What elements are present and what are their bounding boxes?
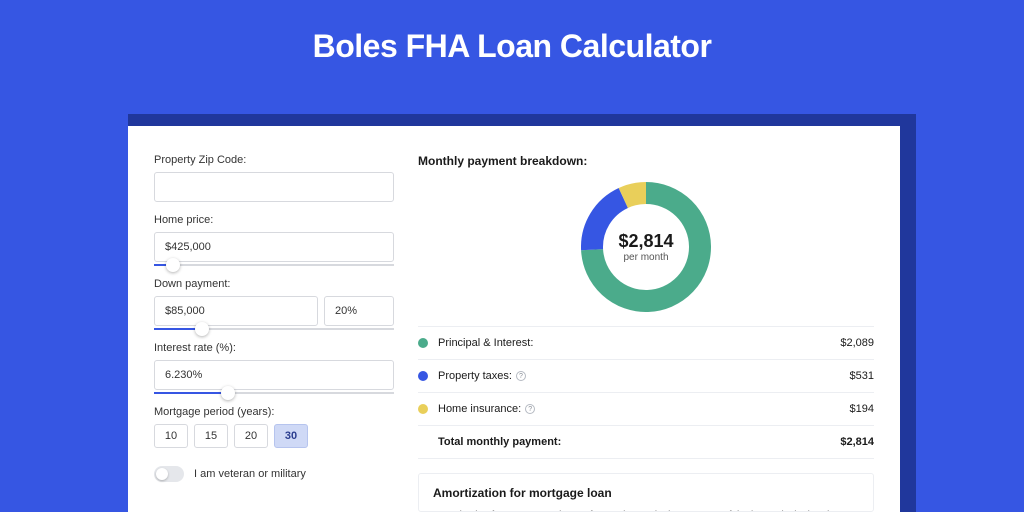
calculator-panel: Property Zip Code: Home price: Down paym… xyxy=(128,126,900,512)
zip-field: Property Zip Code: xyxy=(154,154,394,202)
veteran-toggle-label: I am veteran or military xyxy=(194,468,306,480)
donut-amount: $2,814 xyxy=(618,231,673,252)
breakdown-column: Monthly payment breakdown: $2,814 per mo… xyxy=(418,154,874,512)
page-title: Boles FHA Loan Calculator xyxy=(0,0,1024,83)
amortization-card: Amortization for mortgage loan Amortizat… xyxy=(418,473,874,512)
down-payment-slider-thumb[interactable] xyxy=(195,322,209,336)
down-payment-amount-input[interactable] xyxy=(154,296,318,326)
interest-rate-label: Interest rate (%): xyxy=(154,342,394,354)
legend-row: Principal & Interest:$2,089 xyxy=(418,327,874,360)
amortization-title: Amortization for mortgage loan xyxy=(433,486,859,500)
legend-row: Property taxes:?$531 xyxy=(418,360,874,393)
zip-input[interactable] xyxy=(154,172,394,202)
donut-chart-wrap: $2,814 per month xyxy=(418,178,874,326)
home-price-input[interactable] xyxy=(154,232,394,262)
down-payment-label: Down payment: xyxy=(154,278,394,290)
interest-rate-input[interactable] xyxy=(154,360,394,390)
mortgage-period-option-15[interactable]: 15 xyxy=(194,424,228,448)
home-price-label: Home price: xyxy=(154,214,394,226)
interest-rate-slider[interactable] xyxy=(154,392,394,394)
breakdown-legend: Principal & Interest:$2,089Property taxe… xyxy=(418,326,874,459)
down-payment-slider[interactable] xyxy=(154,328,394,330)
veteran-toggle-row: I am veteran or military xyxy=(154,466,394,482)
mortgage-period-option-20[interactable]: 20 xyxy=(234,424,268,448)
legend-value: $2,089 xyxy=(840,337,874,349)
donut-center: $2,814 per month xyxy=(581,182,711,312)
donut-subtext: per month xyxy=(623,252,668,263)
legend-total-value: $2,814 xyxy=(840,436,874,448)
legend-total-row: Total monthly payment:$2,814 xyxy=(418,426,874,459)
legend-label: Property taxes:? xyxy=(438,370,850,382)
home-price-slider-thumb[interactable] xyxy=(166,258,180,272)
legend-label: Principal & Interest: xyxy=(438,337,840,349)
breakdown-title: Monthly payment breakdown: xyxy=(418,154,874,168)
legend-row: Home insurance:?$194 xyxy=(418,393,874,426)
mortgage-period-label: Mortgage period (years): xyxy=(154,406,394,418)
down-payment-field: Down payment: xyxy=(154,278,394,330)
zip-label: Property Zip Code: xyxy=(154,154,394,166)
legend-value: $531 xyxy=(850,370,874,382)
mortgage-period-option-10[interactable]: 10 xyxy=(154,424,188,448)
mortgage-period-field: Mortgage period (years): 10152030 xyxy=(154,406,394,448)
legend-label: Home insurance:? xyxy=(438,403,850,415)
home-price-slider[interactable] xyxy=(154,264,394,266)
donut-chart: $2,814 per month xyxy=(581,182,711,312)
interest-rate-field: Interest rate (%): xyxy=(154,342,394,394)
veteran-toggle-knob xyxy=(156,468,168,480)
home-price-field: Home price: xyxy=(154,214,394,266)
legend-total-label: Total monthly payment: xyxy=(438,436,840,448)
amortization-text: Amortization for a mortgage loan refers … xyxy=(433,508,859,512)
legend-value: $194 xyxy=(850,403,874,415)
mortgage-period-option-30[interactable]: 30 xyxy=(274,424,308,448)
interest-rate-slider-fill xyxy=(154,392,228,394)
mortgage-period-options: 10152030 xyxy=(154,424,394,448)
legend-swatch xyxy=(418,404,428,414)
info-icon[interactable]: ? xyxy=(525,404,535,414)
down-payment-pct-input[interactable] xyxy=(324,296,394,326)
legend-swatch xyxy=(418,338,428,348)
veteran-toggle[interactable] xyxy=(154,466,184,482)
info-icon[interactable]: ? xyxy=(516,371,526,381)
legend-swatch xyxy=(418,371,428,381)
interest-rate-slider-thumb[interactable] xyxy=(221,386,235,400)
form-column: Property Zip Code: Home price: Down paym… xyxy=(154,154,394,512)
